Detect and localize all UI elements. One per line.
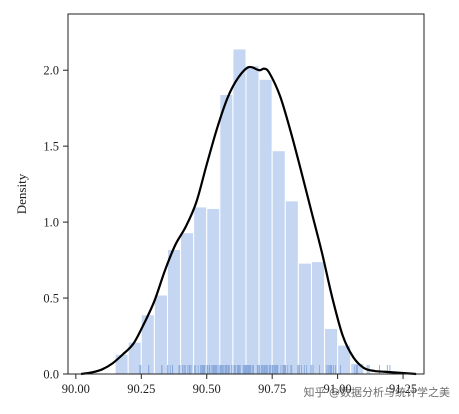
- histogram-bar: [310, 261, 326, 375]
- kde-density-line: [80, 65, 417, 376]
- x-tick-label: 90.75: [258, 382, 286, 396]
- y-axis-label: Density: [14, 173, 29, 214]
- histogram-bar: [206, 207, 221, 375]
- x-axis: 90.00 90.25 90.50 90.75 91.00 91.25: [62, 374, 417, 396]
- histogram-bar: [258, 78, 273, 375]
- x-tick-label: 90.50: [193, 382, 221, 396]
- x-tick-label: 90.00: [62, 382, 90, 396]
- x-tick-label: 91.25: [389, 382, 417, 396]
- histogram-bar: [153, 294, 168, 375]
- y-tick-label: 0.0: [43, 368, 59, 382]
- histogram-bar: [284, 200, 299, 375]
- histogram-bar: [193, 206, 208, 375]
- y-axis: 0.0 0.5 1.0 1.5 2.0: [43, 64, 68, 382]
- y-tick-label: 1.5: [43, 140, 59, 154]
- histogram-bar: [114, 353, 129, 375]
- x-tick-label: 91.00: [324, 382, 352, 396]
- y-tick-label: 1.0: [43, 216, 59, 230]
- histogram-bar: [245, 65, 260, 375]
- plot-frame: [67, 13, 425, 375]
- x-tick-label: 90.25: [127, 382, 155, 396]
- histogram-bar: [232, 48, 247, 375]
- histogram-bar: [271, 150, 286, 375]
- histogram-bars: [114, 48, 365, 375]
- histogram-bar: [180, 232, 195, 375]
- y-tick-label: 2.0: [43, 64, 59, 78]
- watermark-text: 知乎 @数据分析与统计学之美: [304, 385, 451, 399]
- histogram-bar: [297, 262, 312, 375]
- rug-marks: [139, 365, 391, 374]
- histogram-bar: [219, 94, 234, 375]
- y-tick-label: 0.5: [43, 292, 59, 306]
- histogram-bar: [166, 248, 182, 375]
